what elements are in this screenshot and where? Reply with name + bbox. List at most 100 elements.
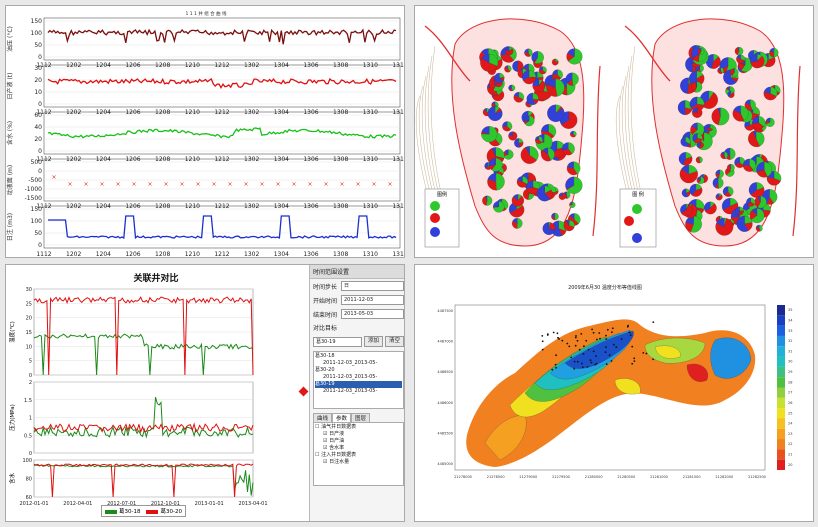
x-tick-label: 1206 — [125, 62, 140, 69]
pie-slice — [769, 47, 775, 53]
well-point — [613, 343, 615, 346]
x-tick-label: 1208 — [155, 109, 170, 116]
pie-slice — [509, 205, 525, 218]
pie-slice — [723, 69, 737, 85]
tree-item[interactable]: ☐ 注入井日数据表 — [315, 452, 357, 458]
x-tick-label: 21279000 — [519, 475, 537, 479]
x-tick-label: 1204 — [96, 203, 111, 210]
well-point — [552, 331, 555, 334]
end-date-input[interactable]: 2013-05-03 — [341, 309, 404, 319]
pie-slice — [493, 201, 499, 208]
colorbar-tick: 21 — [788, 453, 792, 457]
pie-slice — [508, 131, 513, 137]
well-point — [583, 345, 585, 348]
pie-slice — [547, 104, 565, 122]
colorbar-tick: 28 — [788, 380, 792, 384]
compare-legend: 葛30-18 葛30-20 — [101, 505, 186, 517]
pie-slice — [691, 107, 698, 113]
tree-item[interactable]: 2011-12-03_2013-05- — [323, 360, 378, 366]
pie-slice — [697, 176, 701, 181]
contour-band — [686, 363, 708, 382]
compare-well-select[interactable]: 葛30-19 — [313, 336, 362, 347]
tree-item[interactable]: ☑ 日产油 — [323, 438, 345, 444]
pie-slice — [495, 173, 505, 191]
tree-item-selected[interactable]: 葛30-19 — [315, 381, 402, 388]
well-point — [573, 360, 576, 363]
pie-slice — [491, 157, 503, 172]
pie-slice — [512, 217, 518, 224]
data-point: × — [291, 181, 296, 188]
x-tick-label: 1302 — [244, 109, 259, 116]
x-tick-label: 1206 — [125, 251, 140, 258]
data-point: × — [323, 181, 328, 188]
pie-slice — [765, 117, 771, 123]
tree-item[interactable]: 葛30-20 — [315, 367, 335, 373]
param-tree[interactable]: ☐ 油气井日数据表 ☑ 日产液 ☑ 日产油 ☑ 含水率 ☐ 注入井日数据表 ☑ … — [313, 422, 404, 486]
pie-slice — [487, 173, 497, 182]
tree-item[interactable]: ☑ 日产液 — [323, 431, 345, 437]
tab-curve[interactable]: 曲线 — [313, 413, 333, 422]
pie-slice — [756, 224, 760, 229]
x-tick-label: 1304 — [274, 251, 289, 258]
compare-well-tree[interactable]: 葛30-18 2011-12-03_2013-05- 葛30-20 2011-1… — [313, 351, 404, 409]
well-point — [611, 331, 613, 334]
tree-item[interactable]: ☑ 日注水量 — [323, 459, 350, 465]
well-point — [568, 345, 571, 348]
tick-label: 40 — [34, 124, 42, 131]
x-tick-label: 1206 — [125, 203, 140, 210]
track-frame — [43, 111, 401, 155]
well-point — [599, 337, 601, 340]
x-tick-label: 1306 — [303, 203, 318, 210]
data-point: × — [115, 181, 120, 188]
legend-item-2: 葛30-20 — [146, 507, 182, 515]
tick-label: 10 — [34, 89, 42, 96]
x-tick-label: 21282500 — [748, 475, 766, 479]
well-point — [595, 362, 598, 365]
step-select[interactable]: 日 — [341, 281, 404, 291]
colorbar-tick: 34 — [788, 318, 793, 322]
add-button[interactable]: 添加 — [363, 336, 383, 347]
pie-slice — [681, 188, 689, 198]
pie-slice — [569, 213, 575, 220]
series-line-2 — [33, 463, 254, 498]
pie-slice — [704, 201, 711, 212]
x-tick-label: 1308 — [333, 203, 348, 210]
tree-item[interactable]: 2011-12-03_2013-05- — [323, 374, 378, 380]
well-point — [604, 351, 607, 353]
tab-params[interactable]: 参数 — [332, 413, 352, 422]
pie-slice — [727, 86, 731, 92]
pie-slice — [750, 208, 765, 223]
x-tick-label: 1204 — [96, 109, 111, 116]
data-point: × — [83, 181, 88, 188]
start-date-input[interactable]: 2011-12-03 — [341, 295, 404, 305]
well-point — [652, 321, 655, 323]
x-tick-label: 1206 — [125, 156, 140, 163]
pie-slice — [513, 91, 519, 98]
pie-slice — [513, 95, 524, 103]
pie-slice — [689, 96, 698, 109]
tree-item[interactable]: ☐ 油气井日数据表 — [315, 424, 357, 430]
tick-label: 500 — [31, 159, 43, 166]
pie-slice — [727, 90, 732, 98]
tab-layers[interactable]: 图层 — [351, 413, 371, 422]
tick-label: 60 — [26, 495, 32, 501]
tree-item[interactable]: ☑ 含水率 — [323, 445, 345, 451]
pie-slice — [699, 48, 702, 52]
well-point — [596, 338, 598, 341]
tick-label: -1000 — [25, 186, 43, 193]
pie-slice — [566, 161, 574, 169]
pie-slice — [680, 136, 690, 147]
pie-slice — [480, 58, 498, 72]
tree-item[interactable]: 2011-12-03_2013-05- — [323, 388, 378, 394]
well-point — [573, 367, 576, 370]
pie-slice — [532, 80, 546, 93]
bubble-map-panel: 图例 图 例 — [414, 5, 814, 258]
legend-swatch — [632, 233, 642, 243]
colorbar-cell — [777, 366, 785, 378]
clear-button[interactable]: 清空 — [384, 336, 404, 347]
pie-slice — [523, 115, 530, 122]
tree-item[interactable]: 葛30-18 — [315, 353, 335, 359]
well-point — [620, 338, 623, 340]
pie-slice — [566, 176, 583, 194]
pie-slice — [757, 196, 761, 203]
